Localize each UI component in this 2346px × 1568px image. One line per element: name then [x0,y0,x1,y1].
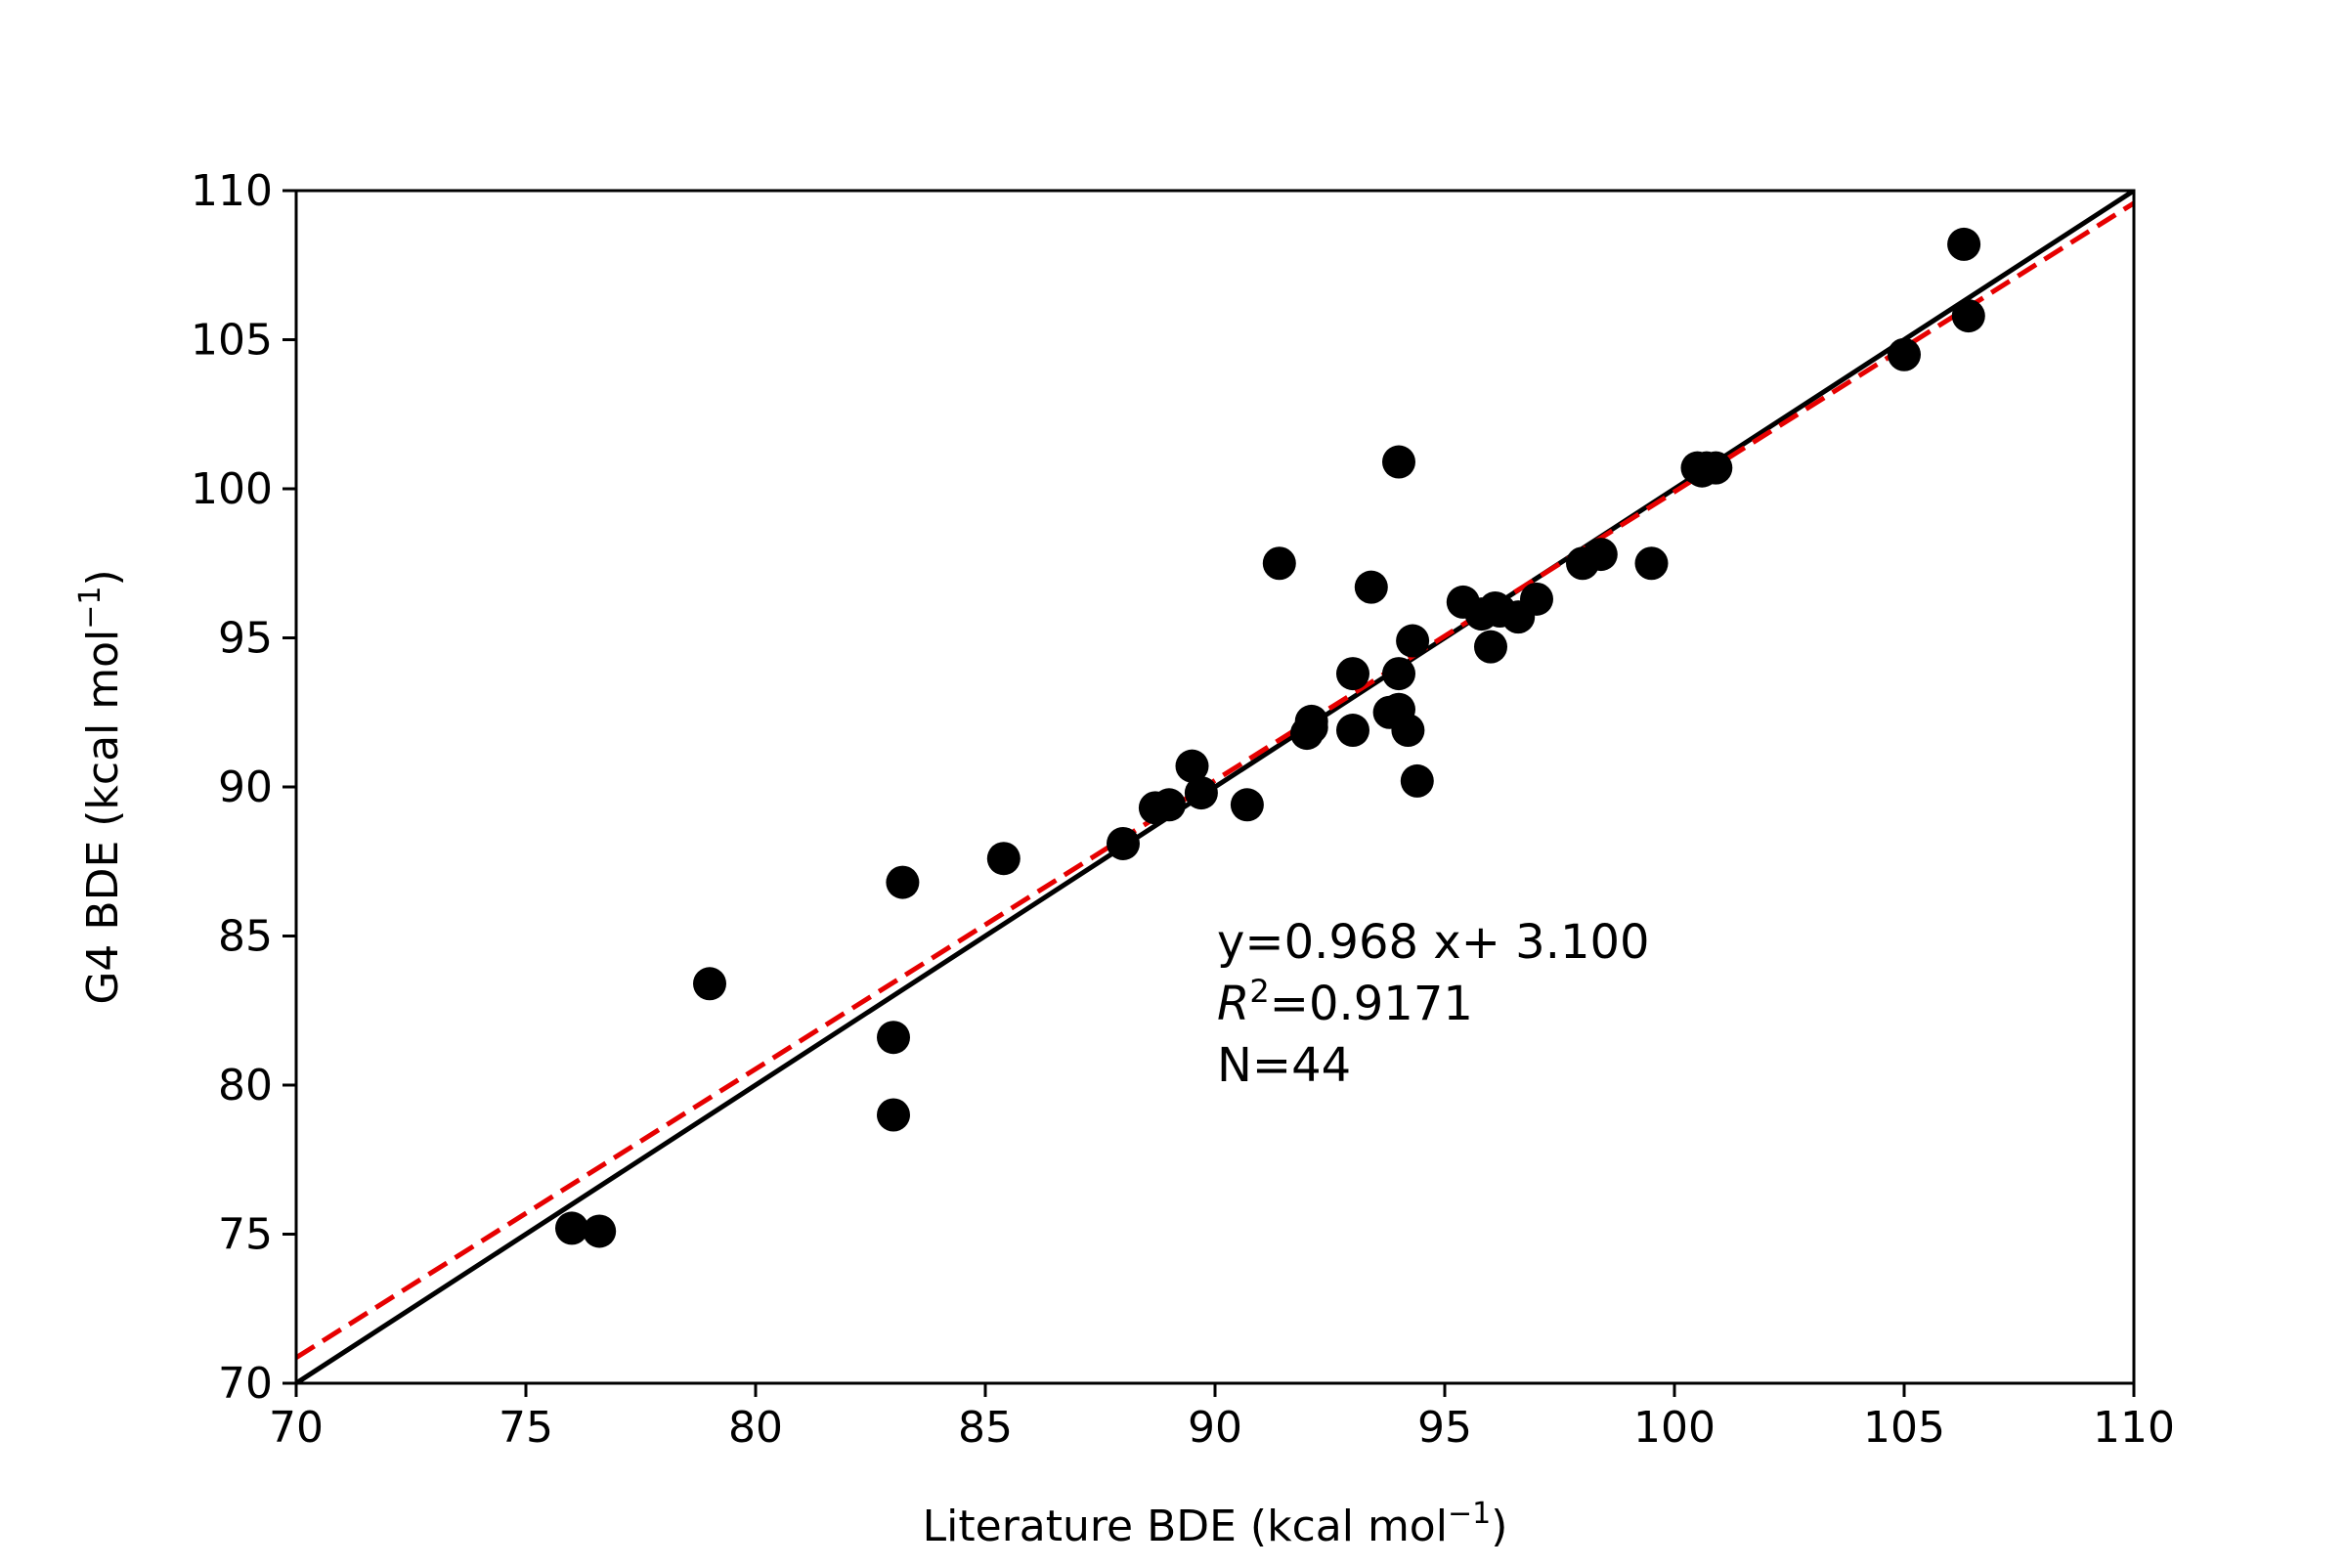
y-tick-label: 70 [218,1359,273,1409]
data-point [1474,630,1507,664]
r-squared-text: R2=0.9171 [1217,973,1473,1031]
data-point [1294,711,1328,744]
data-point [886,865,920,899]
data-point [1382,445,1415,479]
y-axis-label: G4 BDE (kcal mol−1) [73,569,128,1004]
data-point [1262,546,1296,581]
data-point [583,1214,617,1248]
x-tick-label: 80 [728,1403,783,1453]
data-point [693,967,726,1001]
x-tick-label: 90 [1188,1403,1242,1453]
y-tick-label: 80 [218,1061,273,1111]
data-point [877,1021,910,1055]
x-tick-label: 105 [1863,1403,1945,1453]
x-axis-label-superscript: −1 [1448,1497,1491,1531]
data-point [1947,227,1981,261]
y-tick-label: 110 [191,166,273,216]
fit-equation-text: y=0.968 x+ 3.100 [1217,915,1650,970]
data-point [1152,788,1186,822]
x-tick-label: 95 [1417,1403,1472,1453]
x-tick-label: 85 [958,1403,1013,1453]
y-tick-label: 100 [191,464,273,514]
data-point [1336,714,1369,748]
data-point [1520,582,1553,616]
x-tick-label: 110 [2093,1403,2175,1453]
data-point [1634,546,1669,581]
x-axis-ticks: 70 75 80 85 90 95 100 105 110 [269,1383,2175,1453]
y-axis-ticks: 70 75 80 85 90 95 100 105 110 [191,166,296,1409]
y-tick-label: 85 [218,912,273,962]
data-point [1584,538,1618,572]
x-tick-label: 100 [1633,1403,1716,1453]
data-point [1396,624,1430,658]
data-point [986,842,1021,876]
data-point [555,1211,588,1245]
x-tick-label: 75 [499,1403,553,1453]
data-point [1107,826,1140,860]
y-tick-label: 95 [218,614,273,664]
data-point [1175,749,1209,783]
y-tick-label: 90 [218,762,273,812]
data-point [877,1098,910,1132]
data-point [1888,337,1921,371]
y-tick-label: 75 [218,1210,273,1260]
points-layer [555,227,1985,1248]
y-tick-label: 105 [191,316,273,366]
y-axis-label-superscript: −1 [73,586,108,629]
x-tick-label: 70 [269,1403,324,1453]
data-point [1230,788,1264,822]
data-point [1951,299,1985,333]
data-point [1184,776,1218,810]
data-point [1478,591,1512,625]
data-point [1382,657,1415,691]
data-point [1391,714,1425,748]
fit-annotation: y=0.968 x+ 3.100 R2=0.9171 N=44 [1217,915,1650,1093]
data-point [1400,763,1434,798]
x-axis-label: Literature BDE (kcal mol−1) [923,1497,1508,1551]
data-point [1336,657,1369,691]
data-point [1689,451,1723,485]
data-point [1354,570,1388,604]
sample-count-text: N=44 [1217,1038,1351,1093]
fit-line [296,200,2134,1360]
